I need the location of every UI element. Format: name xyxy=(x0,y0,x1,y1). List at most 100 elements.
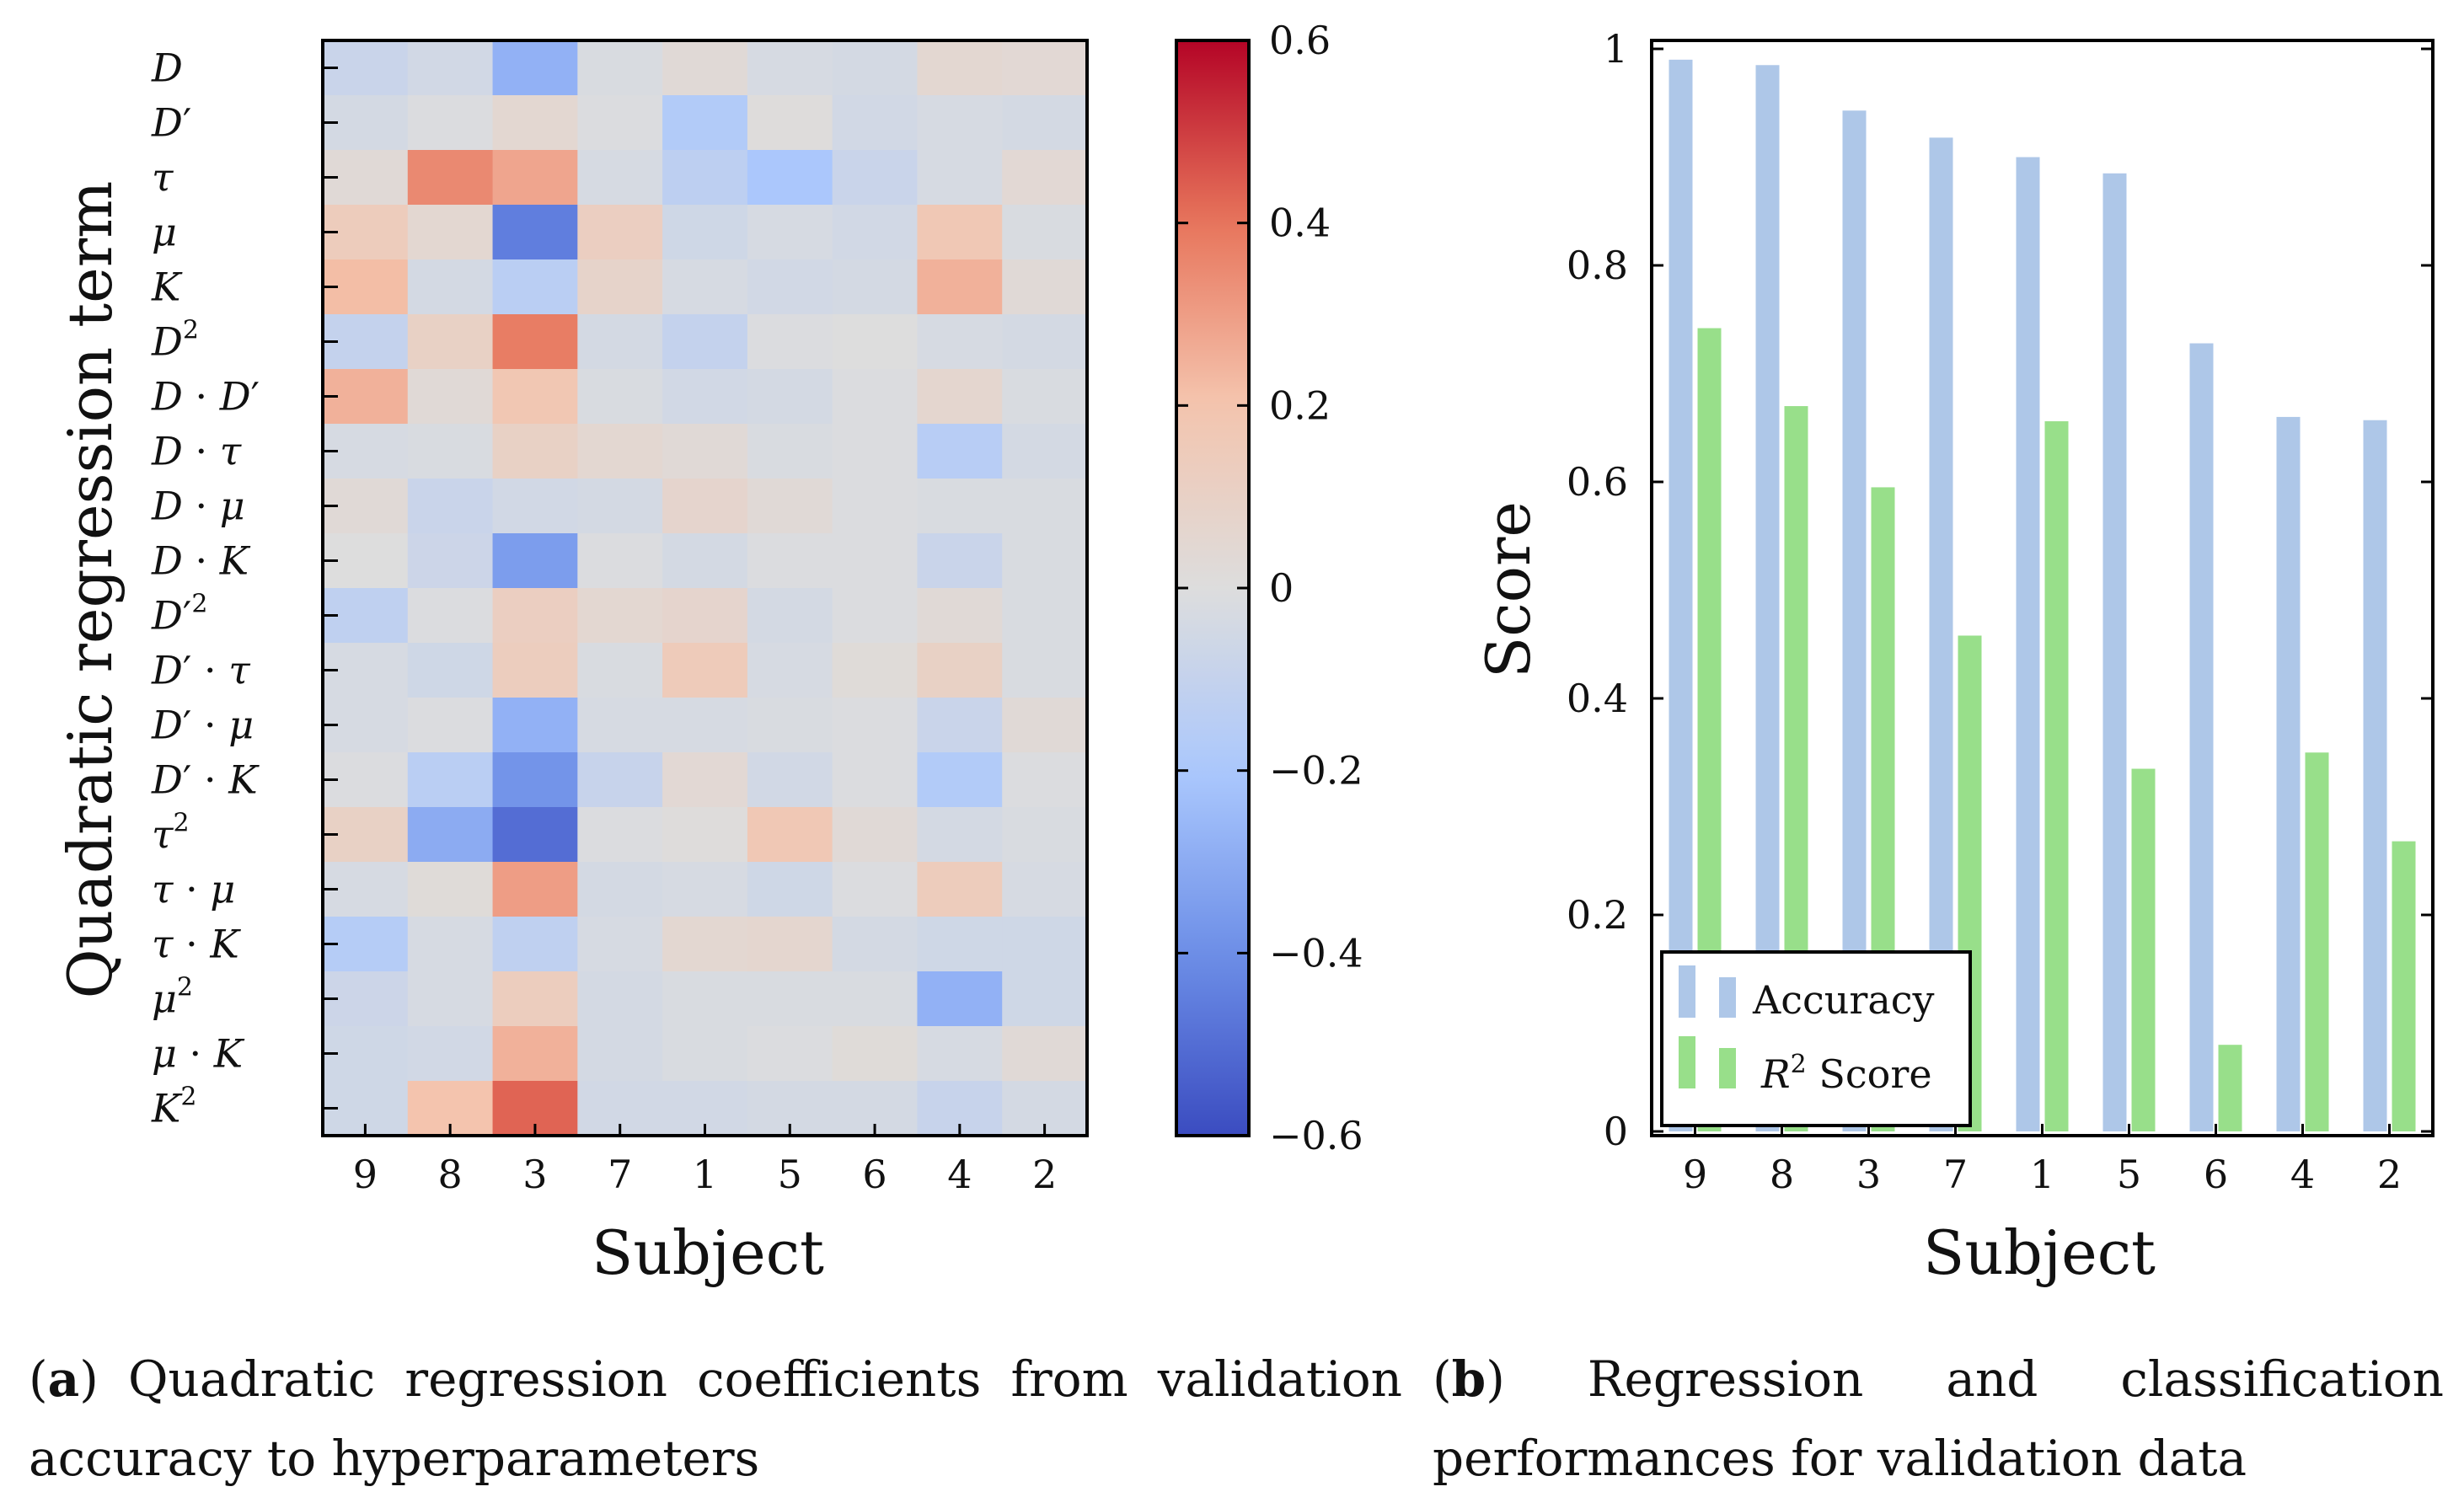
legend-swatch-accuracy-2 xyxy=(1719,977,1736,1018)
heatmap-cell xyxy=(577,643,663,698)
heatmap-y-tick-label: D′ · μ xyxy=(151,703,254,748)
caption-b: (b) Regression and classification perfor… xyxy=(1433,1350,2444,1487)
r2-score-bar xyxy=(2218,1045,2242,1131)
heatmap-cell xyxy=(1002,479,1088,534)
heatmap-cell xyxy=(747,971,833,1027)
bar-y-tick-label: 0.2 xyxy=(1567,892,1628,938)
heatmap-cell xyxy=(492,95,578,151)
bar-ylabel: Score xyxy=(1473,501,1544,678)
heatmap-cell xyxy=(747,643,833,698)
heatmap-y-tick-label: K2 xyxy=(151,1083,196,1131)
bar-x-tick-label: 5 xyxy=(2117,1152,2141,1197)
heatmap-cell xyxy=(917,917,1003,972)
bar-x-tick-label: 8 xyxy=(1770,1152,1794,1197)
bar-x-tick-label: 2 xyxy=(2377,1152,2402,1197)
heatmap-cell xyxy=(1002,917,1088,972)
heatmap-cell xyxy=(662,314,748,370)
heatmap-cell xyxy=(832,698,919,753)
bar-x-tick-label: 9 xyxy=(1683,1152,1707,1197)
heatmap-cell xyxy=(662,917,748,972)
legend-box xyxy=(1660,950,1972,1127)
heatmap-cell xyxy=(917,643,1003,698)
heatmap-cell xyxy=(1002,424,1088,479)
heatmap-cell xyxy=(917,479,1003,534)
heatmap-cell xyxy=(747,314,833,370)
heatmap-cell xyxy=(662,369,748,425)
heatmap-cell xyxy=(747,588,833,644)
legend-swatch-accuracy-1 xyxy=(1679,965,1695,1018)
r2-score-bar xyxy=(2392,841,2416,1131)
bar-x-tick-label: 7 xyxy=(1943,1152,1968,1197)
heatmap-cell xyxy=(747,862,833,917)
accuracy-bar xyxy=(2102,173,2127,1131)
heatmap-cell xyxy=(577,917,663,972)
caption-a: (a) Quadratic regression coefficients fr… xyxy=(29,1350,1402,1487)
heatmap-cell xyxy=(917,369,1003,425)
heatmap-cell xyxy=(407,588,494,644)
caption-b-text: Regression and classification performanc… xyxy=(1433,1350,2444,1487)
heatmap-cell xyxy=(917,862,1003,917)
heatmap-cell xyxy=(577,424,663,479)
bar-y-tick-label: 0.4 xyxy=(1567,676,1628,721)
heatmap-cell xyxy=(1002,40,1088,96)
bar-xlabel: Subject xyxy=(1923,1217,2156,1288)
heatmap-cell xyxy=(407,643,494,698)
heatmap-x-ticks: 9 8 3 7 1 5 6 4 2 xyxy=(353,1124,1057,1197)
heatmap-cell xyxy=(577,314,663,370)
heatmap-y-tick-label: D · K xyxy=(151,538,251,584)
heatmap-y-tick-label: τ2 xyxy=(152,809,190,858)
heatmap-cell xyxy=(662,205,748,260)
heatmap-cell xyxy=(492,807,578,863)
heatmap-y-tick-label: K xyxy=(151,265,183,310)
heatmap-cell xyxy=(492,369,578,425)
heatmap-cell xyxy=(917,95,1003,151)
heatmap-x-tick-label: 9 xyxy=(353,1152,378,1197)
heatmap-cell xyxy=(662,95,748,151)
heatmap-cell xyxy=(662,424,748,479)
heatmap-cell xyxy=(832,752,919,808)
heatmap-cell xyxy=(407,862,494,917)
heatmap-cell xyxy=(917,588,1003,644)
heatmap-cell xyxy=(407,479,494,534)
heatmap-x-tick-label: 3 xyxy=(522,1152,547,1197)
heatmap-xlabel: Subject xyxy=(592,1217,824,1288)
heatmap-cell xyxy=(577,40,663,96)
heatmap-cell xyxy=(577,369,663,425)
heatmap-cell xyxy=(577,95,663,151)
heatmap-x-tick-label: 6 xyxy=(862,1152,887,1197)
heatmap-cell xyxy=(492,314,578,370)
heatmap-cell xyxy=(917,533,1003,589)
heatmap-cell xyxy=(492,205,578,260)
heatmap-cell xyxy=(917,259,1003,315)
heatmap-cell xyxy=(1002,588,1088,644)
heatmap-cell xyxy=(662,698,748,753)
heatmap-cell xyxy=(747,369,833,425)
heatmap-cells xyxy=(323,40,1088,1136)
colorbar-tick-label: −0.4 xyxy=(1269,930,1363,976)
heatmap-cell xyxy=(747,752,833,808)
heatmap-cell xyxy=(917,807,1003,863)
heatmap-cell xyxy=(747,807,833,863)
legend-swatch-r2-2 xyxy=(1719,1048,1736,1088)
heatmap-cell xyxy=(407,95,494,151)
heatmap-cell xyxy=(407,752,494,808)
heatmap-cell xyxy=(747,533,833,589)
heatmap-cell xyxy=(492,1026,578,1082)
heatmap-cell xyxy=(407,917,494,972)
heatmap-cell xyxy=(1002,862,1088,917)
caption-a-letter: a xyxy=(47,1350,80,1408)
heatmap-cell xyxy=(1002,369,1088,425)
heatmap-cell xyxy=(1002,698,1088,753)
heatmap-cell xyxy=(917,424,1003,479)
legend: Accuracy R2 Score xyxy=(1660,950,1972,1127)
heatmap-cell xyxy=(832,643,919,698)
heatmap-y-tick-label: μ xyxy=(152,210,177,255)
heatmap-y-tick-label: D · μ xyxy=(151,484,245,529)
heatmap-cell xyxy=(492,917,578,972)
caption-a-text: Quadratic regression coefficients from v… xyxy=(29,1350,1402,1487)
accuracy-bar xyxy=(2189,343,2214,1131)
heatmap-cell xyxy=(492,643,578,698)
heatmap-cell xyxy=(577,1026,663,1082)
colorbar-ticks: 0.6 0.4 0.2 0 −0.2 −0.4 −0.6 xyxy=(1176,18,1363,1158)
